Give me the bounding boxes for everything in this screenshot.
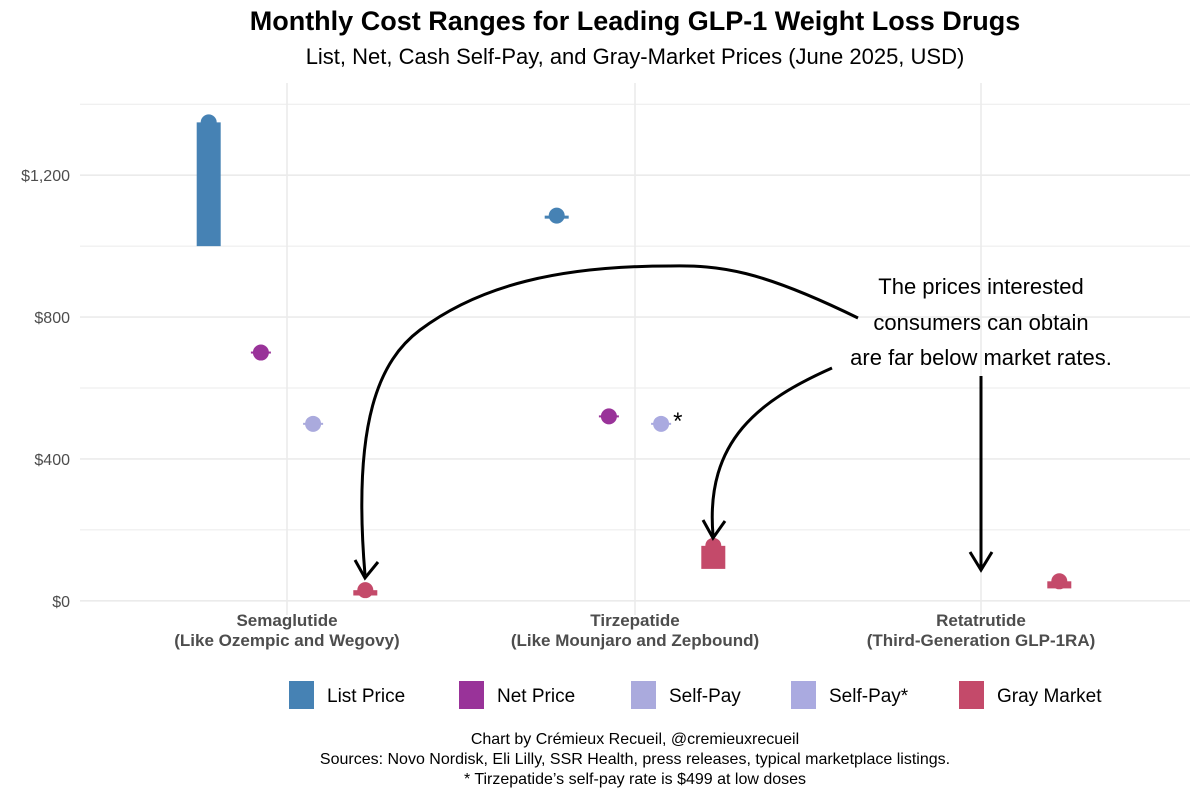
caption-credit: Chart by Crémieux Recueil, @cremieuxrecu… [471,731,799,748]
self-pay-asterisk: * [673,408,682,435]
net-price-point [252,344,269,361]
category-sublabel: (Like Mounjaro and Zepbound) [511,631,759,650]
legend-label: Gray Market [997,686,1102,707]
legend-swatch [631,681,656,709]
y-tick-label: $1,200 [21,168,70,185]
list-price-point [200,114,217,131]
legend-swatch [959,681,984,709]
arrow-to-semaglutide [360,264,859,576]
y-tick-label: $0 [52,594,70,611]
chart-title: Monthly Cost Ranges for Leading GLP-1 We… [250,6,1021,36]
legend-swatch [289,681,314,709]
gray-market-point [1051,573,1068,590]
grid-lines [80,83,1190,615]
y-axis: $0 $400 $800 $1,200 [21,168,70,611]
self-pay-point [653,415,670,432]
gray-market-point [357,582,374,599]
chart-subtitle: List, Net, Cash Self-Pay, and Gray-Marke… [306,44,965,69]
category-label: Tirzepatide [590,611,679,630]
arrow-head-tirzepatide [701,519,727,541]
caption-footnote: * Tirzepatide’s self-pay rate is $499 at… [464,771,806,788]
category-label: Retatrutide [936,611,1026,630]
caption-sources: Sources: Novo Nordisk, Eli Lilly, SSR He… [320,751,950,768]
y-tick-label: $800 [34,310,70,327]
legend: List Price Net Price Self-Pay Self-Pay* Gray… [289,681,1102,709]
gray-market-range-bar [701,545,726,569]
legend-label: Net Price [497,686,575,707]
legend-swatch [791,681,816,709]
net-price-point [600,408,617,425]
legend-label: Self-Pay* [829,686,909,707]
annotation-line-2: consumers can obtain [873,310,1088,335]
annotation: The prices interested consumers can obta… [353,264,1112,581]
list-price-range-bar [196,122,221,247]
legend-swatch [459,681,484,709]
arrow-head-retatrutide [968,551,994,573]
annotation-line-3: are far below market rates. [850,345,1112,370]
arrow-to-tirzepatide [710,366,833,536]
self-pay-point [305,415,322,432]
annotation-line-1: The prices interested [878,274,1083,299]
category-sublabel: (Like Ozempic and Wegovy) [174,631,399,650]
arrow-head-semaglutide [353,559,380,581]
gray-market-point [705,537,722,554]
x-axis: Semaglutide(Like Ozempic and Wegovy) Tirz… [174,611,1095,650]
legend-label: List Price [327,686,405,707]
y-tick-label: $400 [34,452,70,469]
category-label: Semaglutide [236,611,337,630]
data-marks [196,114,1072,599]
list-price-point [548,207,565,224]
legend-label: Self-Pay [669,686,741,707]
category-sublabel: (Third-Generation GLP-1RA) [867,631,1096,650]
